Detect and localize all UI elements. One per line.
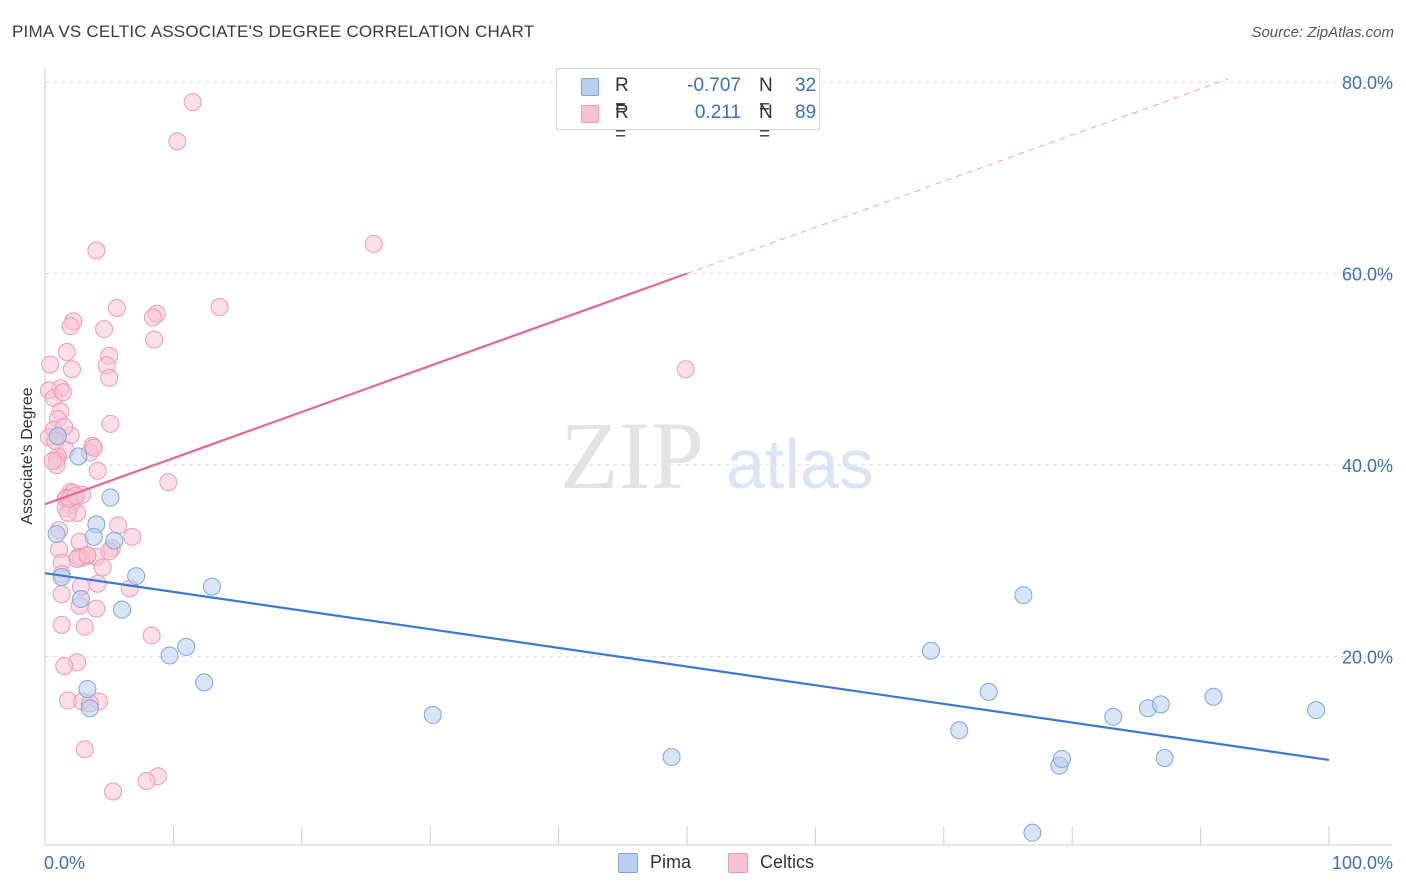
legend-label-celtics: Celtics [760,852,815,872]
pima-point [202,577,221,596]
legend-swatch-celtics [728,853,748,873]
celtics-point [62,360,81,379]
legend-swatch-celtics [581,105,599,123]
watermark-zip: ZIP [560,402,704,509]
pima-trend-line [45,572,1330,761]
legend-n-label: N = [759,75,773,118]
pima-point [423,705,442,724]
trend-lines [45,79,1330,761]
celtics-point [52,585,71,604]
legend-label-pima: Pima [650,852,692,872]
pima-point [950,721,969,740]
stats-legend: R = -0.707 N = 32 R = 0.211 N = 89 [556,68,820,145]
grid-lines [45,81,1392,657]
celtics-point [107,298,126,317]
celtics-point [87,241,106,260]
pima-point [71,590,90,609]
celtics-point [53,383,72,402]
celtics-point [43,452,62,471]
celtics-point [95,320,114,339]
pima-point [195,673,214,692]
celtics-point [41,355,60,374]
pima-point [160,646,179,665]
pima-point [1014,586,1033,605]
pima-point [1151,695,1170,714]
celtics-point [88,461,107,480]
celtics-trend-line [686,79,1230,274]
legend-swatch-pima [581,78,599,96]
pima-point [105,531,124,550]
pima-point [1155,748,1174,767]
y-tick-label: 40.0% [1342,456,1393,476]
celtics-point [87,599,106,618]
pima-point [84,527,103,546]
legend-n-value: 89 [795,102,817,123]
celtics-point [84,438,103,457]
celtics-trend-line [45,272,688,506]
pima-point [101,488,120,507]
x-tick-label: 0.0% [44,853,85,873]
pima-point [1023,823,1042,842]
pima-point [47,524,66,543]
celtics-point [183,93,202,112]
source-label: Source: ZipAtlas.com [1251,24,1394,41]
celtics-point [210,298,229,317]
celtics-point [75,617,94,636]
pima-point [113,600,132,619]
legend-r-value: -0.707 [687,75,741,96]
celtics-point [75,740,94,759]
pima-point [78,680,97,699]
celtics-point [364,234,383,253]
celtics-point [159,473,178,492]
celtics-point [145,330,164,349]
celtics-point [142,626,161,645]
pima-point [80,699,99,718]
tick-labels: 20.0% 40.0% 60.0% 80.0% 0.0% 100.0% [44,73,1393,873]
watermark: ZIP atlas [560,402,874,509]
pima-point [662,748,681,767]
celtics-point [676,360,695,379]
legend-r-value: 0.211 [694,102,741,123]
watermark-atlas: atlas [726,425,874,503]
celtics-point [88,574,107,593]
pima-point [1104,707,1123,726]
pima-point [69,447,88,466]
pima-point [921,641,940,660]
chart-title: PIMA VS CELTIC ASSOCIATE'S DEGREE CORREL… [12,22,535,41]
legend-n-label: N = [759,102,773,145]
pima-point [1204,687,1223,706]
celtics-point [52,615,71,634]
legend-r-label: R = [615,102,629,145]
celtics-point [137,771,156,790]
celtics-point [143,308,162,327]
celtics-point [100,368,119,387]
celtics-point [101,414,120,433]
celtics-point [104,782,123,801]
legend-swatch-pima [618,853,638,873]
pima-point [979,682,998,701]
celtics-point [123,527,142,546]
pima-point [1052,749,1071,768]
celtics-point [168,132,187,151]
celtics-point [55,657,74,676]
celtics-point [78,546,97,565]
x-tick-label: 100.0% [1332,853,1393,873]
celtics-point [109,516,128,535]
y-tick-label: 20.0% [1342,648,1393,668]
axes [44,68,1392,846]
pima-point [1307,701,1326,720]
pima-point [177,637,196,656]
celtics-point [93,558,112,577]
celtics-point [61,317,80,336]
y-tick-label: 60.0% [1342,265,1393,285]
legend-r-label: R = [615,75,629,118]
pima-point [127,567,146,586]
y-tick-label: 80.0% [1342,73,1393,93]
data-points [39,93,1326,842]
legend-n-value: 32 [795,75,817,96]
pima-point [48,427,67,446]
celtics-point [57,343,76,362]
